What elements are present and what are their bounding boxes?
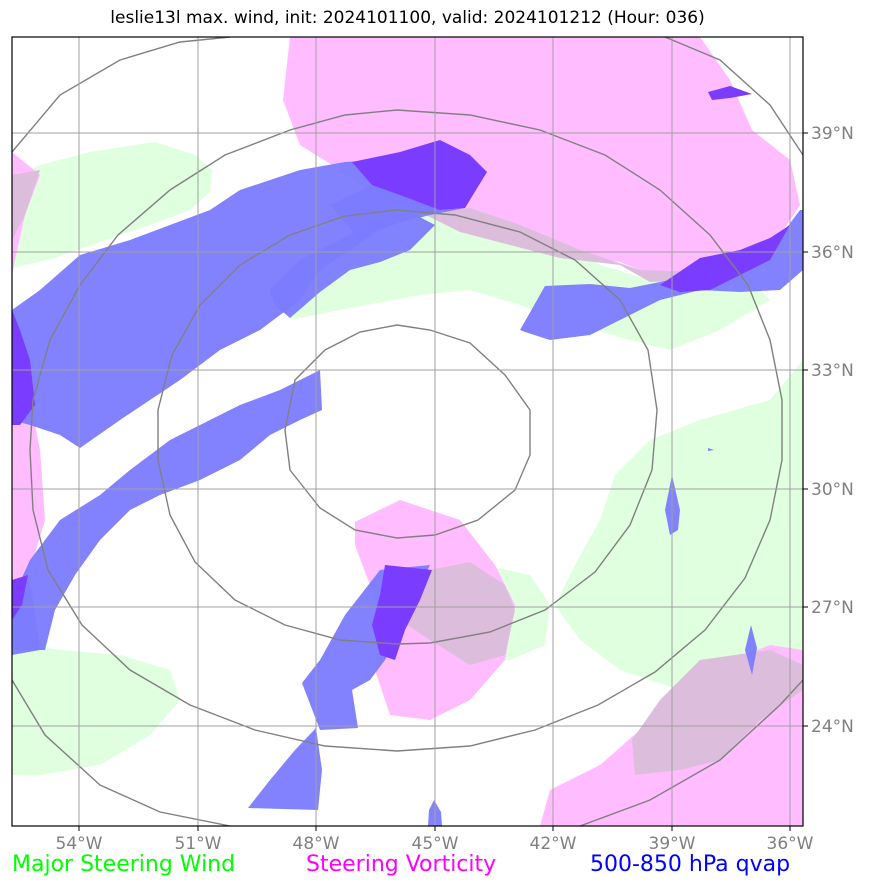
legend-qvap: 500-850 hPa qvap [590,852,791,877]
map-frame [11,36,804,827]
lat-label-39n: 39°N [811,124,854,144]
lon-label-48w: 48°W [293,834,340,854]
lon-label-51w: 51°W [175,834,222,854]
lat-label-24n: 24°N [811,717,854,737]
latitude-labels: 39°N 36°N 33°N 30°N 27°N 24°N [811,124,854,737]
lon-label-39w: 39°W [649,834,696,854]
lon-label-36w: 36°W [767,834,814,854]
lon-label-54w: 54°W [56,834,103,854]
lon-label-45w: 45°W [412,834,459,854]
lat-label-27n: 27°N [811,598,854,618]
legend-steering-wind: Major Steering Wind [12,852,236,877]
lat-label-33n: 33°N [811,361,854,381]
qvap-strong-areas [12,86,790,660]
lat-label-36n: 36°N [811,243,854,263]
longitude-labels: 54°W 51°W 48°W 45°W 42°W 39°W 36°W [56,834,814,854]
lat-label-30n: 30°N [811,480,854,500]
map-title: leslie13l max. wind, init: 2024101100, v… [110,8,705,28]
graticule [12,37,803,826]
legend-steering-vorticity: Steering Vorticity [306,852,497,877]
lon-label-42w: 42°W [530,834,577,854]
tick-marks [78,132,808,831]
